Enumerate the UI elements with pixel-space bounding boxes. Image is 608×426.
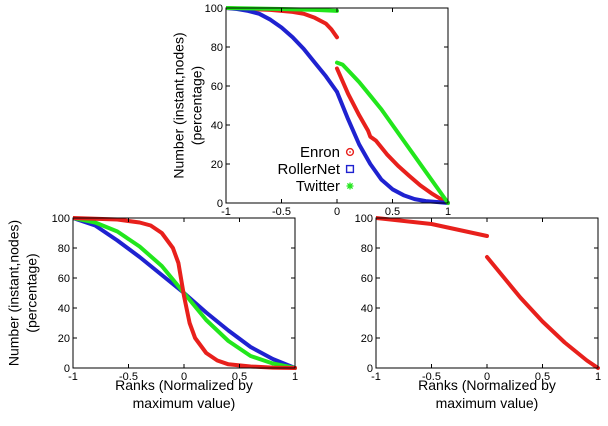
- x-tick-label: -1: [371, 371, 381, 383]
- legend-label-enron: Enron: [300, 144, 340, 161]
- x-tick-label: 1: [595, 371, 601, 383]
- chart-panel-bottom-right: -1 -0.5 0 0.5 1 0 20 40 60 80 100 Ranks (Normalized…: [355, 213, 601, 411]
- x-tick-label: 0.5: [535, 371, 550, 383]
- x-tick-label: 0: [334, 206, 340, 218]
- y-tick-label: 0: [217, 198, 223, 210]
- y-tick-label: 80: [361, 243, 373, 255]
- x-tick-label: 1: [445, 206, 451, 218]
- chart-panel-bottom-left: -1 -0.5 0 0.5 1 0 20 40 60 80 100 Number (instant,n…: [6, 213, 298, 411]
- legend-marker-enron-dot: [349, 151, 351, 153]
- series-line-enron-seg0: [226, 6, 339, 40]
- legend-marker-rollernet: [345, 164, 355, 174]
- y-tick-label: 60: [211, 81, 223, 93]
- series-group: [226, 6, 450, 205]
- x-axis-title-line: maximum value): [436, 395, 539, 411]
- x-tick-label: 0.5: [232, 371, 247, 383]
- y-tick-label: 20: [211, 159, 223, 171]
- y-axis-title-line: Number (instant,nodes): [171, 32, 187, 178]
- series-line-2-seg0: [73, 216, 297, 370]
- series-line-rollernet-seg1: [335, 89, 450, 205]
- y-tick-label: 0: [367, 363, 373, 375]
- series-group: [376, 216, 600, 370]
- x-tick-label: -0.5: [422, 371, 441, 383]
- y-tick-label: 40: [58, 303, 70, 315]
- y-tick-label: 100: [52, 213, 70, 225]
- x-tick-label: 0: [484, 371, 490, 383]
- legend-label-rollernet: RollerNet: [277, 161, 340, 178]
- plot-frame: [375, 217, 599, 369]
- x-axis-title-line: maximum value): [133, 395, 236, 411]
- y-tick-label: 0: [64, 363, 70, 375]
- chart-panel-top: -1 -0.5 0 0.5 1 0 20 40 60 80 100 Number (instant,n…: [171, 3, 451, 218]
- x-tick-label: -1: [221, 206, 231, 218]
- y-axis-title-line: Number (instant,nodes): [6, 220, 22, 366]
- legend-marker-enron: [345, 147, 355, 157]
- x-tick-label: 0.5: [385, 206, 400, 218]
- series-line-twitter-seg1: [335, 60, 450, 205]
- x-tick-label: -0.5: [119, 371, 138, 383]
- y-tick-label: 60: [361, 273, 373, 285]
- y-axis-title-line: (percentage): [189, 66, 205, 145]
- y-axis-title-line: (percentage): [24, 253, 40, 332]
- x-axis-title-line: Ranks (Normalized by: [418, 377, 556, 393]
- y-tick-label: 20: [58, 333, 70, 345]
- x-tick-label: -1: [68, 371, 78, 383]
- series-group: [73, 216, 297, 370]
- y-tick-label: 100: [205, 3, 223, 15]
- legend-marker-twitter: [346, 182, 354, 190]
- y-tick-label: 40: [211, 120, 223, 132]
- y-tick-label: 40: [361, 303, 373, 315]
- x-tick-label: -0.5: [272, 206, 291, 218]
- x-tick-label: 1: [292, 371, 298, 383]
- y-tick-label: 100: [355, 213, 373, 225]
- y-tick-label: 80: [211, 42, 223, 54]
- x-tick-label: 0: [181, 371, 187, 383]
- legend-label-twitter: Twitter: [296, 178, 340, 195]
- series-line-enron-seg1: [335, 66, 450, 205]
- series-line-0-seg1: [485, 255, 600, 370]
- series-line-0-seg0: [376, 216, 489, 238]
- y-tick-label: 80: [58, 243, 70, 255]
- x-axis-title-line: Ranks (Normalized by: [115, 377, 253, 393]
- y-tick-label: 20: [361, 333, 373, 345]
- series-line-0-seg0: [73, 216, 297, 370]
- y-tick-label: 60: [58, 273, 70, 285]
